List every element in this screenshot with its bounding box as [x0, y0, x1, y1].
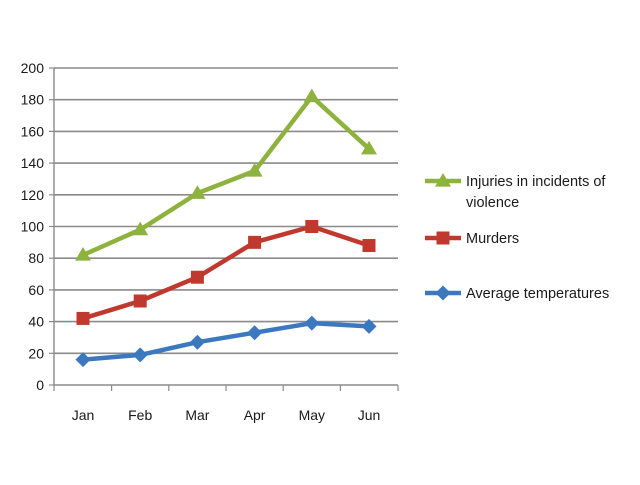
series-line — [80, 320, 372, 362]
series-lines — [75, 88, 377, 368]
y-tick-label: 140 — [21, 155, 45, 171]
legend-item: Murders — [425, 231, 519, 247]
legend-swatch-marker — [435, 173, 451, 187]
y-tick-label: 80 — [28, 250, 44, 266]
data-point-marker — [133, 294, 147, 308]
series-line — [80, 224, 372, 321]
data-point-marker — [247, 325, 263, 341]
series-line — [80, 94, 372, 258]
data-point-marker — [132, 347, 148, 363]
legend-item: Injuries in incidents of violence — [425, 173, 606, 211]
y-tick-label: 20 — [28, 345, 44, 361]
y-tick-label: 160 — [21, 123, 45, 139]
data-point-marker — [361, 318, 377, 334]
legend-item: Average temperatures — [425, 285, 609, 302]
data-point-marker — [132, 221, 149, 236]
legend-label: violence — [466, 195, 519, 211]
data-point-marker — [248, 235, 262, 249]
data-point-marker — [75, 352, 91, 368]
data-point-marker — [189, 334, 205, 350]
data-point-marker — [246, 163, 263, 177]
legend: Injuries in incidents of violence Murders A… — [425, 173, 609, 302]
y-tick-label: 0 — [36, 377, 44, 393]
data-point-marker — [361, 140, 377, 155]
data-point-marker — [362, 239, 376, 253]
legend-label: Murders — [466, 231, 519, 247]
legend-swatch-marker — [435, 285, 451, 301]
data-point-marker — [189, 185, 206, 199]
series-2 — [75, 315, 377, 368]
series-0 — [75, 88, 377, 261]
x-tick-label: Jun — [358, 407, 381, 423]
data-point-marker — [305, 220, 319, 233]
data-point-marker — [76, 311, 90, 325]
y-tick-label: 100 — [21, 219, 45, 235]
y-tick-label: 60 — [28, 282, 44, 298]
axes: 0 20 40 60 80 100 120 140 160 180 200 Jan Feb Mar Apr M… — [21, 60, 399, 423]
legend-label: Injuries in incidents of — [466, 174, 606, 190]
data-point-marker — [303, 88, 320, 103]
legend-label: Average temperatures — [466, 286, 609, 302]
data-point-marker — [75, 247, 91, 261]
data-point-marker — [304, 315, 320, 331]
x-tick-label: Feb — [128, 407, 152, 423]
x-tick-label: Jan — [72, 407, 95, 423]
y-tick-label: 180 — [21, 92, 45, 108]
legend-swatch-marker — [436, 231, 450, 245]
y-tick-label: 200 — [21, 60, 45, 76]
series-1 — [76, 220, 376, 325]
x-tick-label: Apr — [244, 407, 266, 423]
y-tick-label: 120 — [21, 187, 45, 203]
data-point-marker — [190, 270, 204, 284]
gridlines — [54, 67, 398, 355]
x-tick-label: May — [299, 407, 325, 423]
y-tick-label: 40 — [28, 314, 44, 330]
x-tick-label: Mar — [185, 407, 209, 423]
